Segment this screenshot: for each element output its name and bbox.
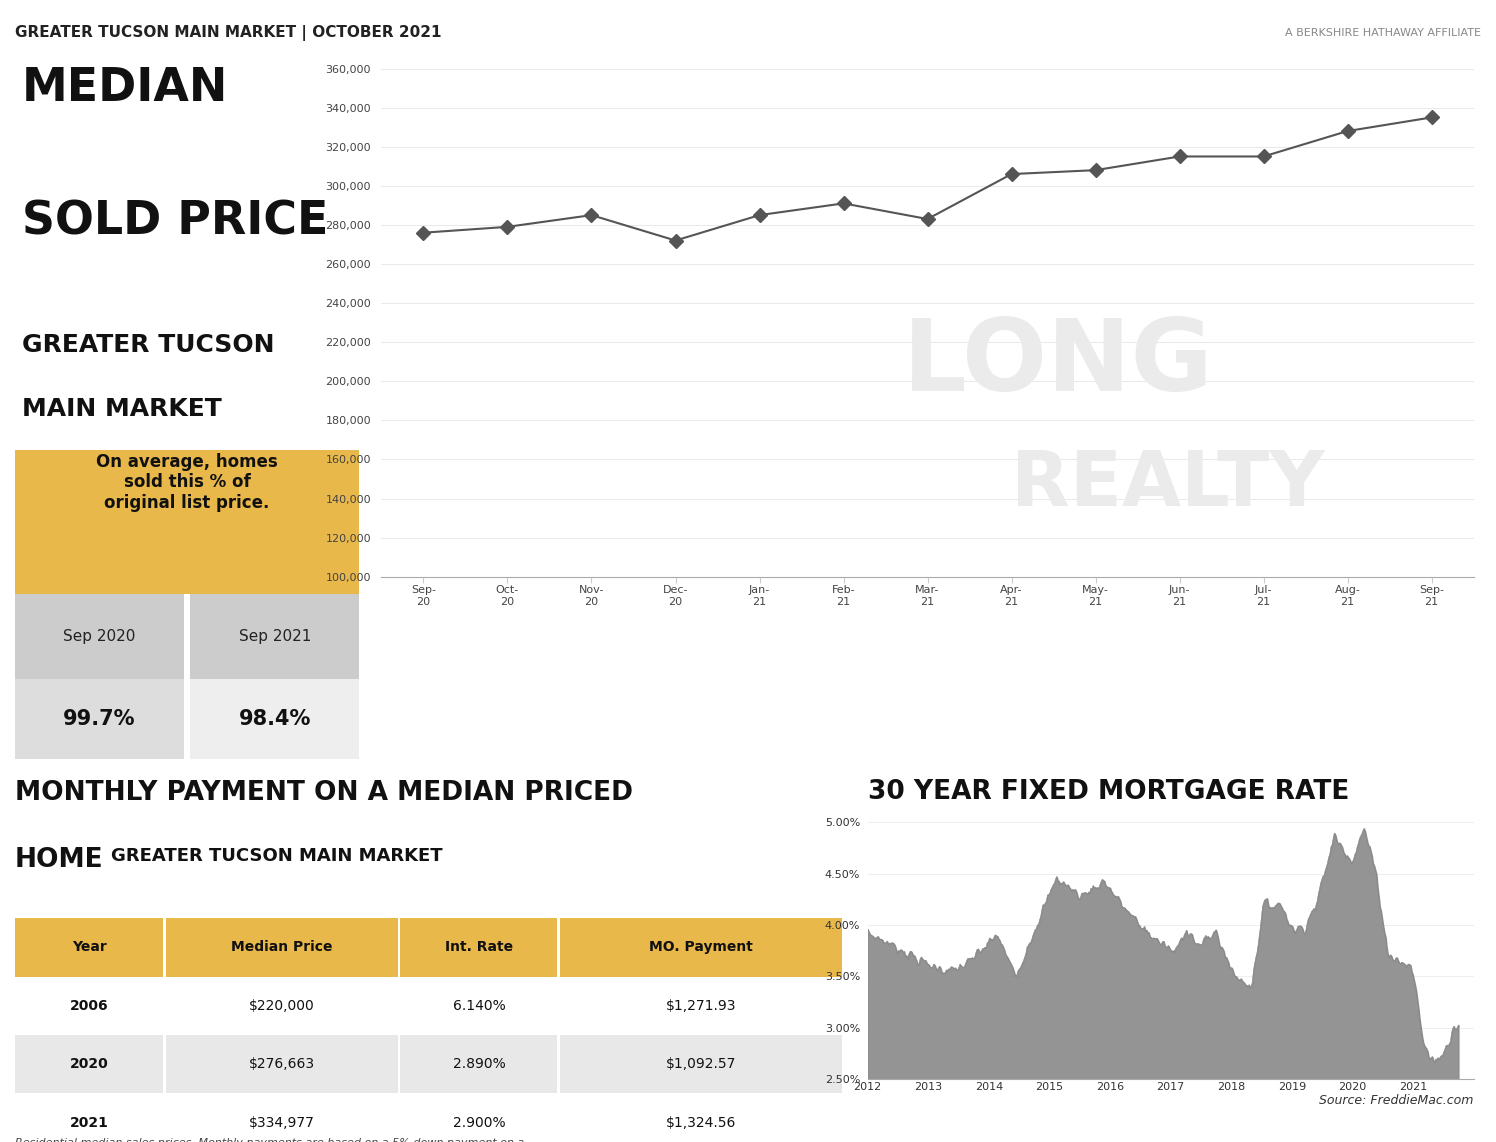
Bar	[401, 1093, 557, 1142]
Bar	[166, 1093, 398, 1142]
Text: Sep 2021: Sep 2021	[238, 629, 311, 644]
Text: Int. Rate: Int. Rate	[444, 940, 513, 955]
Text: $220,000: $220,000	[250, 999, 316, 1013]
Text: 2021: 2021	[70, 1116, 109, 1129]
Bar	[15, 594, 184, 679]
Text: $1,324.56: $1,324.56	[666, 1116, 736, 1129]
Text: $1,092.57: $1,092.57	[666, 1057, 736, 1071]
Text: $276,663: $276,663	[250, 1057, 316, 1071]
Text: Residential median sales prices. Monthly payments are based on a 5% down payment: Residential median sales prices. Monthly…	[15, 1137, 524, 1142]
Bar	[166, 976, 398, 1035]
Bar	[15, 679, 184, 759]
Text: $334,977: $334,977	[250, 1116, 316, 1129]
Text: MEDIAN: MEDIAN	[22, 66, 229, 111]
Text: MONTHLY PAYMENT ON A MEDIAN PRICED: MONTHLY PAYMENT ON A MEDIAN PRICED	[15, 780, 633, 806]
Bar	[15, 918, 163, 976]
Bar	[190, 679, 359, 759]
Text: MAIN MARKET: MAIN MARKET	[22, 396, 221, 420]
Bar	[560, 918, 842, 976]
Text: Sep 2020: Sep 2020	[63, 629, 136, 644]
Bar	[401, 918, 557, 976]
Text: A BERKSHIRE HATHAWAY AFFILIATE: A BERKSHIRE HATHAWAY AFFILIATE	[1285, 29, 1481, 38]
Bar	[401, 1035, 557, 1093]
Text: MO. Payment: MO. Payment	[649, 940, 752, 955]
Text: Source: FreddieMac.com: Source: FreddieMac.com	[1319, 1094, 1474, 1107]
Text: 2.890%: 2.890%	[453, 1057, 506, 1071]
Text: 2006: 2006	[70, 999, 109, 1013]
Text: Median Price: Median Price	[232, 940, 334, 955]
Text: 30 YEAR FIXED MORTGAGE RATE: 30 YEAR FIXED MORTGAGE RATE	[868, 779, 1349, 805]
Text: GREATER TUCSON MAIN MARKET: GREATER TUCSON MAIN MARKET	[111, 847, 443, 866]
Bar	[560, 976, 842, 1035]
Bar	[15, 1035, 163, 1093]
Text: 6.140%: 6.140%	[453, 999, 506, 1013]
Bar	[560, 1035, 842, 1093]
Bar	[190, 594, 359, 679]
Text: LONG: LONG	[904, 315, 1213, 412]
Text: GREATER TUCSON: GREATER TUCSON	[22, 332, 274, 356]
Text: Year: Year	[72, 940, 106, 955]
Text: REALTY: REALTY	[1011, 449, 1324, 522]
Text: 2.900%: 2.900%	[453, 1116, 506, 1129]
Bar	[166, 1035, 398, 1093]
Text: HOME: HOME	[15, 847, 103, 874]
Text: On average, homes
sold this % of
original list price.: On average, homes sold this % of origina…	[96, 452, 278, 512]
Bar	[15, 450, 359, 594]
Text: GREATER TUCSON MAIN MARKET | OCTOBER 2021: GREATER TUCSON MAIN MARKET | OCTOBER 202…	[15, 25, 441, 41]
Bar	[166, 918, 398, 976]
Text: SOLD PRICE: SOLD PRICE	[22, 199, 328, 244]
Bar	[15, 1093, 163, 1142]
Text: $1,271.93: $1,271.93	[666, 999, 736, 1013]
Text: 2020: 2020	[70, 1057, 109, 1071]
Text: 98.4%: 98.4%	[238, 709, 311, 730]
Bar	[560, 1093, 842, 1142]
Bar	[15, 976, 163, 1035]
Text: 99.7%: 99.7%	[63, 709, 136, 730]
Bar	[401, 976, 557, 1035]
